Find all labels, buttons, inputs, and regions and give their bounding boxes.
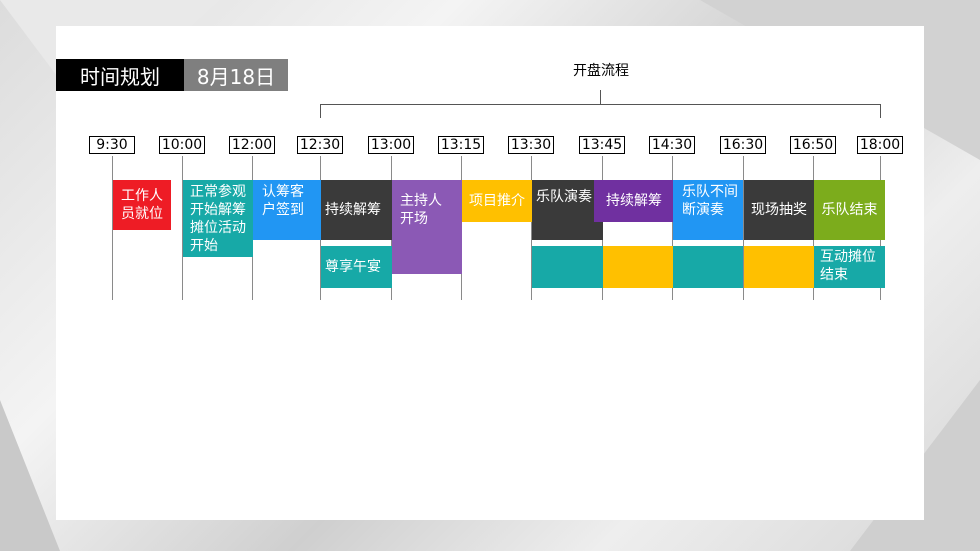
block-staff-ready: 工作人员就位: [113, 180, 171, 230]
time-label-0930: 9:30: [89, 136, 135, 154]
block-continue-2: 持续解筹: [594, 180, 674, 222]
bracket-left-end: [320, 104, 321, 118]
block-checkin: 认筹客户签到: [253, 180, 321, 240]
block-yellow-bar-2: [744, 246, 814, 288]
time-label-1200: 12:00: [229, 136, 275, 154]
time-label-1315: 13:15: [438, 136, 484, 154]
slide: 时间规划 8月18日 开盘流程 9:30 10:00 12:00 12:30 1…: [56, 26, 924, 520]
bracket-right-end: [880, 104, 881, 118]
time-label-1630: 16:30: [720, 136, 766, 154]
time-label-1650: 16:50: [790, 136, 836, 154]
block-lunch: 尊享午宴: [321, 246, 392, 288]
block-band-end: 乐队结束: [814, 180, 885, 240]
time-label-1330: 13:30: [508, 136, 554, 154]
page-title: 时间规划: [56, 59, 184, 91]
time-label-1300: 13:00: [368, 136, 414, 154]
block-band-play: 乐队演奏: [532, 180, 603, 240]
tick-line: [182, 156, 183, 300]
time-label-1345: 13:45: [579, 136, 625, 154]
block-band-continuous: 乐队不间断演奏: [673, 180, 743, 240]
date-label: 8月18日: [184, 59, 288, 91]
block-teal-bar-1: [532, 246, 603, 288]
time-label-1230: 12:30: [297, 136, 343, 154]
block-continue-1: 持续解筹: [321, 180, 392, 240]
process-title: 开盘流程: [573, 63, 629, 79]
block-yellow-bar-1: [603, 246, 673, 288]
time-label-1800: 18:00: [857, 136, 903, 154]
tick-line: [743, 156, 744, 300]
block-project-intro: 项目推介: [462, 180, 532, 222]
time-label-1000: 10:00: [159, 136, 205, 154]
block-host-open: 主持人开场: [392, 180, 462, 274]
tick-line: [112, 156, 113, 300]
block-teal-bar-2: [673, 246, 743, 288]
block-viewing-start: 正常参观开始解筹摊位活动开始: [183, 180, 253, 257]
bracket-stem: [600, 90, 601, 104]
tick-line: [672, 156, 673, 300]
block-booth-end: 互动摊位结束: [814, 246, 885, 288]
block-lucky-draw: 现场抽奖: [744, 180, 814, 240]
bracket-bar: [320, 104, 881, 105]
time-label-1430: 14:30: [649, 136, 695, 154]
tick-line: [531, 156, 532, 300]
